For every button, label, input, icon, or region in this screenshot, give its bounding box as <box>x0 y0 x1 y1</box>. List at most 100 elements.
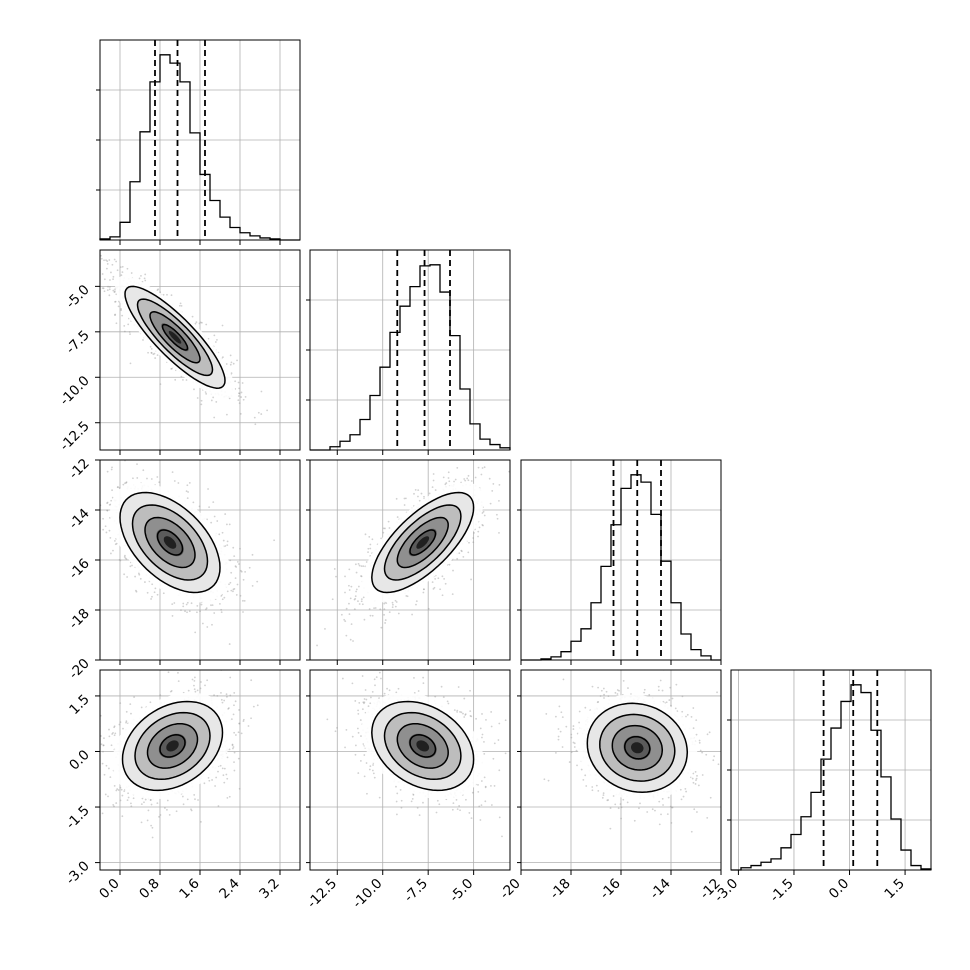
scatter-point <box>125 481 128 484</box>
scatter-point <box>107 795 109 798</box>
scatter-point <box>226 540 229 543</box>
scatter-point <box>228 523 231 526</box>
scatter-point <box>406 595 409 598</box>
y-tick-label: -5.0 <box>63 282 93 312</box>
scatter-point <box>256 580 259 583</box>
scatter-point <box>182 378 184 381</box>
scatter-point <box>355 590 358 593</box>
scatter-point <box>452 569 454 572</box>
scatter-point <box>220 698 223 701</box>
scatter-point <box>170 294 173 297</box>
histogram-step <box>521 474 721 661</box>
scatter-point <box>171 615 174 617</box>
scatter-point <box>104 525 107 528</box>
scatter-point <box>254 423 257 426</box>
scatter-point <box>367 547 370 550</box>
scatter-point <box>434 489 437 491</box>
scatter-point <box>219 764 222 767</box>
scatter-point <box>114 314 116 316</box>
y-tick-label: -18 <box>66 606 93 633</box>
scatter-point <box>115 542 118 545</box>
scatter-point <box>368 608 371 610</box>
scatter-point <box>116 486 119 489</box>
scatter-point <box>185 379 188 381</box>
scatter-point <box>360 600 363 603</box>
scatter-point <box>228 643 231 645</box>
scatter-point <box>117 305 120 308</box>
scatter-point <box>192 501 195 504</box>
scatter-point <box>151 583 154 586</box>
scatter-point <box>360 575 363 578</box>
scatter-point <box>117 789 120 791</box>
scatter-point <box>226 590 229 593</box>
scatter-point <box>483 466 486 469</box>
scatter-point <box>123 556 126 558</box>
scatter-point <box>454 478 457 481</box>
scatter-point <box>355 588 358 591</box>
scatter-point <box>388 611 391 613</box>
scatter-point <box>128 331 131 333</box>
scatter-point <box>106 260 109 263</box>
scatter-point <box>130 272 133 274</box>
x-tick-label: 1.5 <box>881 876 908 903</box>
scatter-point <box>382 527 385 530</box>
scatter-point <box>182 803 185 806</box>
scatter-point <box>185 490 188 493</box>
scatter-point <box>200 399 203 402</box>
scatter-point <box>88 773 90 775</box>
scatter-point <box>403 504 406 506</box>
scatter-point <box>113 805 115 808</box>
scatter-point <box>244 570 247 573</box>
scatter-point <box>222 356 224 358</box>
scatter-point <box>216 520 219 522</box>
scatter-point <box>417 489 420 491</box>
scatter-point <box>124 482 126 485</box>
scatter-point <box>464 479 467 482</box>
scatter-point <box>266 409 269 412</box>
scatter-point <box>236 560 239 563</box>
scatter-point <box>242 611 244 613</box>
scatter-point <box>110 552 112 555</box>
scatter-point <box>159 814 162 816</box>
scatter-point <box>108 503 111 506</box>
scatter-point <box>213 334 216 337</box>
scatter-point <box>480 473 483 476</box>
scatter-point <box>333 568 336 570</box>
scatter-point <box>186 484 189 487</box>
scatter-point <box>498 484 501 486</box>
scatter-point <box>473 531 475 534</box>
scatter-point <box>221 531 224 534</box>
scatter-point <box>213 416 216 419</box>
scatter-point <box>129 565 132 568</box>
scatter-point <box>260 390 263 393</box>
scatter-point <box>388 527 391 529</box>
scatter-point <box>242 578 245 581</box>
scatter-point <box>124 554 126 557</box>
scatter-point <box>120 274 123 277</box>
scatter-point <box>224 545 227 547</box>
scatter-point <box>111 466 113 469</box>
scatter-point <box>114 300 116 303</box>
scatter-point <box>348 589 351 591</box>
scatter-point <box>113 291 116 293</box>
scatter-point <box>108 529 111 532</box>
scatter-point <box>193 388 195 391</box>
scatter-point <box>109 279 111 281</box>
scatter-point <box>126 576 129 578</box>
scatter-point <box>396 516 399 518</box>
scatter-point <box>353 608 356 611</box>
x-tick-label: -1.5 <box>767 876 797 906</box>
scatter-point <box>478 526 481 529</box>
scatter-point <box>198 505 201 508</box>
scatter-point <box>357 600 359 603</box>
scatter-point <box>316 644 318 647</box>
scatter-point <box>223 596 226 599</box>
scatter-point <box>80 492 82 494</box>
scatter-point <box>448 563 451 566</box>
scatter-point <box>210 521 213 524</box>
scatter-point <box>122 727 124 730</box>
scatter-point <box>106 509 109 512</box>
scatter-point <box>206 626 209 628</box>
scatter-point <box>360 565 363 568</box>
